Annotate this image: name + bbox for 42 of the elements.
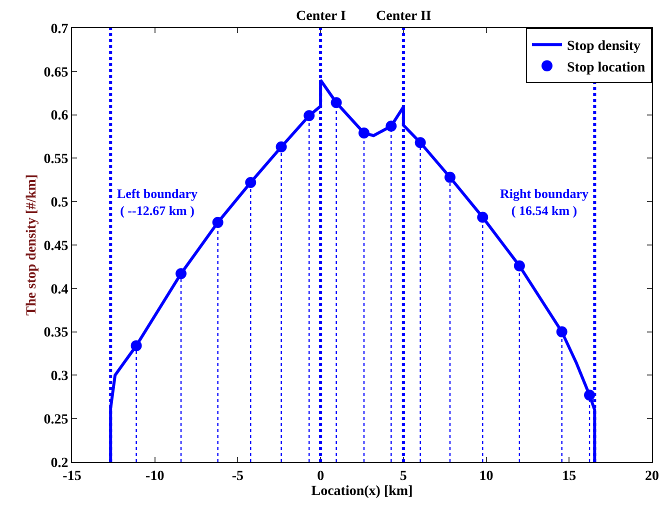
y-tick-label: 0.55 xyxy=(44,152,68,168)
point xyxy=(386,120,397,132)
x-tick-label: -15 xyxy=(62,468,82,484)
y-axis-title: The stop density [#/km] xyxy=(24,174,40,316)
x-tick-label: -5 xyxy=(232,468,244,484)
y-tick-label: 0.45 xyxy=(44,238,68,254)
y-tick-label: 0.6 xyxy=(50,108,68,124)
point xyxy=(584,390,596,401)
point xyxy=(176,268,187,280)
point xyxy=(358,128,370,139)
ref-line-label: Right boundary ( 16.54 km ) xyxy=(500,186,589,218)
x-tick-label: 20 xyxy=(645,468,659,484)
ref-line-label: Center I xyxy=(296,9,346,24)
ref-line-label: Center II xyxy=(376,9,432,24)
point xyxy=(130,340,142,352)
point xyxy=(477,212,488,223)
x-tick-label: 15 xyxy=(562,468,576,484)
y-tick-label: 0.4 xyxy=(50,282,68,298)
x-axis-title: Location(x) [km] xyxy=(311,484,413,500)
point xyxy=(556,326,568,338)
ref-line-label: Left boundary ( --12.67 km ) xyxy=(117,186,198,218)
y-tick-label: 0.25 xyxy=(44,412,68,428)
y-tick-label: 0.65 xyxy=(44,65,68,80)
x-tick-label: 5 xyxy=(400,468,407,484)
x-tick-label: -10 xyxy=(146,468,164,484)
point xyxy=(304,110,315,122)
x-tick-label: 0 xyxy=(317,468,324,484)
point xyxy=(514,260,525,272)
x-tick-label: 10 xyxy=(479,468,494,484)
legend-label: Stop location xyxy=(567,60,646,76)
point xyxy=(444,172,456,183)
point xyxy=(212,216,224,228)
y-tick-label: 0.5 xyxy=(50,196,68,210)
y-tick-label: 0.7 xyxy=(50,22,68,37)
y-tick-label: 0.3 xyxy=(50,369,68,384)
y-tick-label: 0.35 xyxy=(44,326,68,341)
y-tick-label: 0.2 xyxy=(50,456,68,471)
legend-label: Stop density xyxy=(567,39,641,54)
point xyxy=(330,97,342,108)
point xyxy=(245,177,256,188)
point xyxy=(276,141,287,152)
point xyxy=(414,137,426,148)
